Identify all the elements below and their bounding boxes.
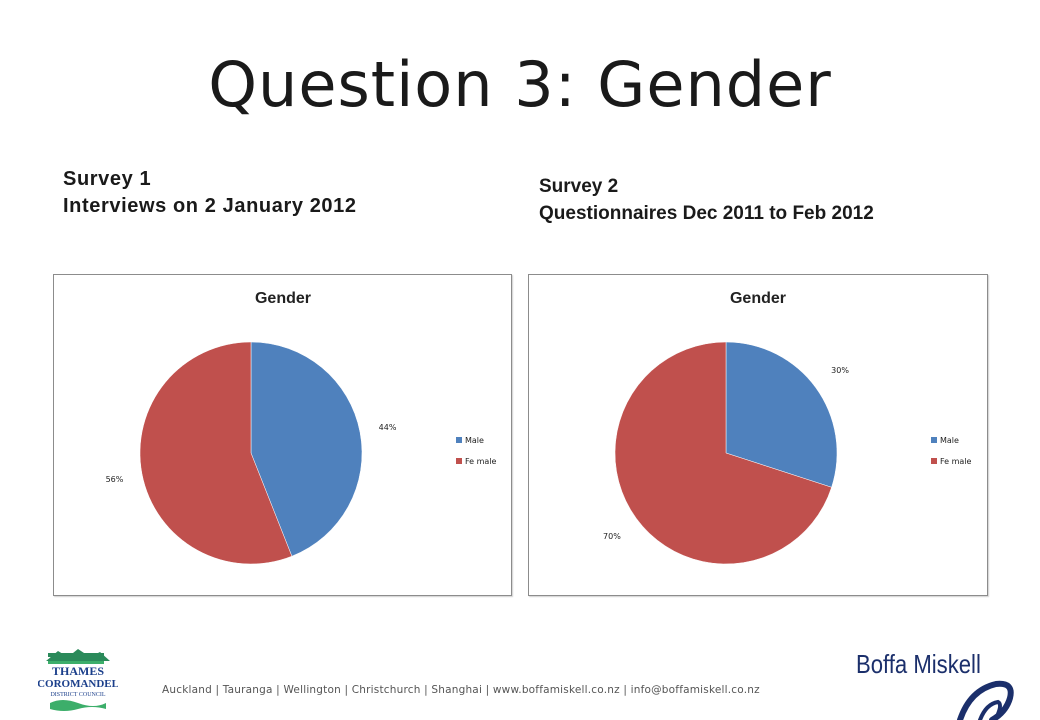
legend-entry: Male	[465, 436, 484, 445]
survey2-heading: Survey 2 Questionnaires Dec 2011 to Feb …	[539, 173, 874, 227]
footer-contact: Auckland | Tauranga | Wellington | Chris…	[162, 684, 760, 696]
survey1-heading-line1: Survey 1	[63, 168, 152, 190]
survey2-heading-line2: Questionnaires Dec 2011 to Feb 2012	[539, 203, 874, 224]
gender-chart-survey1: Gender 44% 56% Male Fe male	[53, 274, 512, 596]
data-label: 30%	[831, 366, 849, 375]
pie-slice-male	[250, 341, 363, 557]
survey1-heading-line2: Interviews on 2 January 2012	[63, 195, 357, 217]
council-logo-line1: THAMES	[52, 664, 104, 678]
chart-title: Gender	[730, 290, 786, 307]
legend-swatch	[456, 437, 462, 443]
brand-logo	[957, 680, 1014, 720]
survey2-heading-line1: Survey 2	[539, 176, 619, 197]
pie-slice-fe-male	[139, 341, 293, 565]
pie-chart-survey1: Gender 44% 56% Male Fe male	[106, 290, 497, 565]
pie-chart-survey2: Gender 30% 70% Male Fe male	[603, 290, 972, 565]
wave-logo-icon	[50, 700, 106, 711]
council-logo-line3: DISTRICT COUNCIL	[50, 692, 105, 698]
data-label: 70%	[603, 532, 621, 541]
legend-entry: Fe male	[940, 457, 972, 466]
data-label: 56%	[106, 475, 124, 484]
legend-swatch	[931, 437, 937, 443]
chart-title: Gender	[255, 290, 311, 307]
gender-chart-survey2: Gender 30% 70% Male Fe male	[528, 274, 988, 596]
brand-logo-text: Boffa Miskell	[856, 649, 981, 679]
pie-slice-fe-male	[614, 341, 832, 565]
legend-swatch	[931, 458, 937, 464]
slide-title: Question 3: Gender	[208, 48, 832, 121]
swirl-logo-icon	[957, 680, 1014, 720]
pie-slice-male	[725, 341, 838, 488]
legend-swatch	[456, 458, 462, 464]
survey1-heading: Survey 1 Interviews on 2 January 2012	[63, 166, 357, 220]
mountain-logo-icon	[46, 649, 110, 664]
data-label: 44%	[379, 423, 397, 432]
council-logo: THAMES COROMANDEL DISTRICT COUNCIL	[38, 649, 118, 711]
legend-entry: Male	[940, 436, 959, 445]
council-logo-line2: COROMANDEL	[38, 678, 118, 690]
legend-entry: Fe male	[465, 457, 497, 466]
